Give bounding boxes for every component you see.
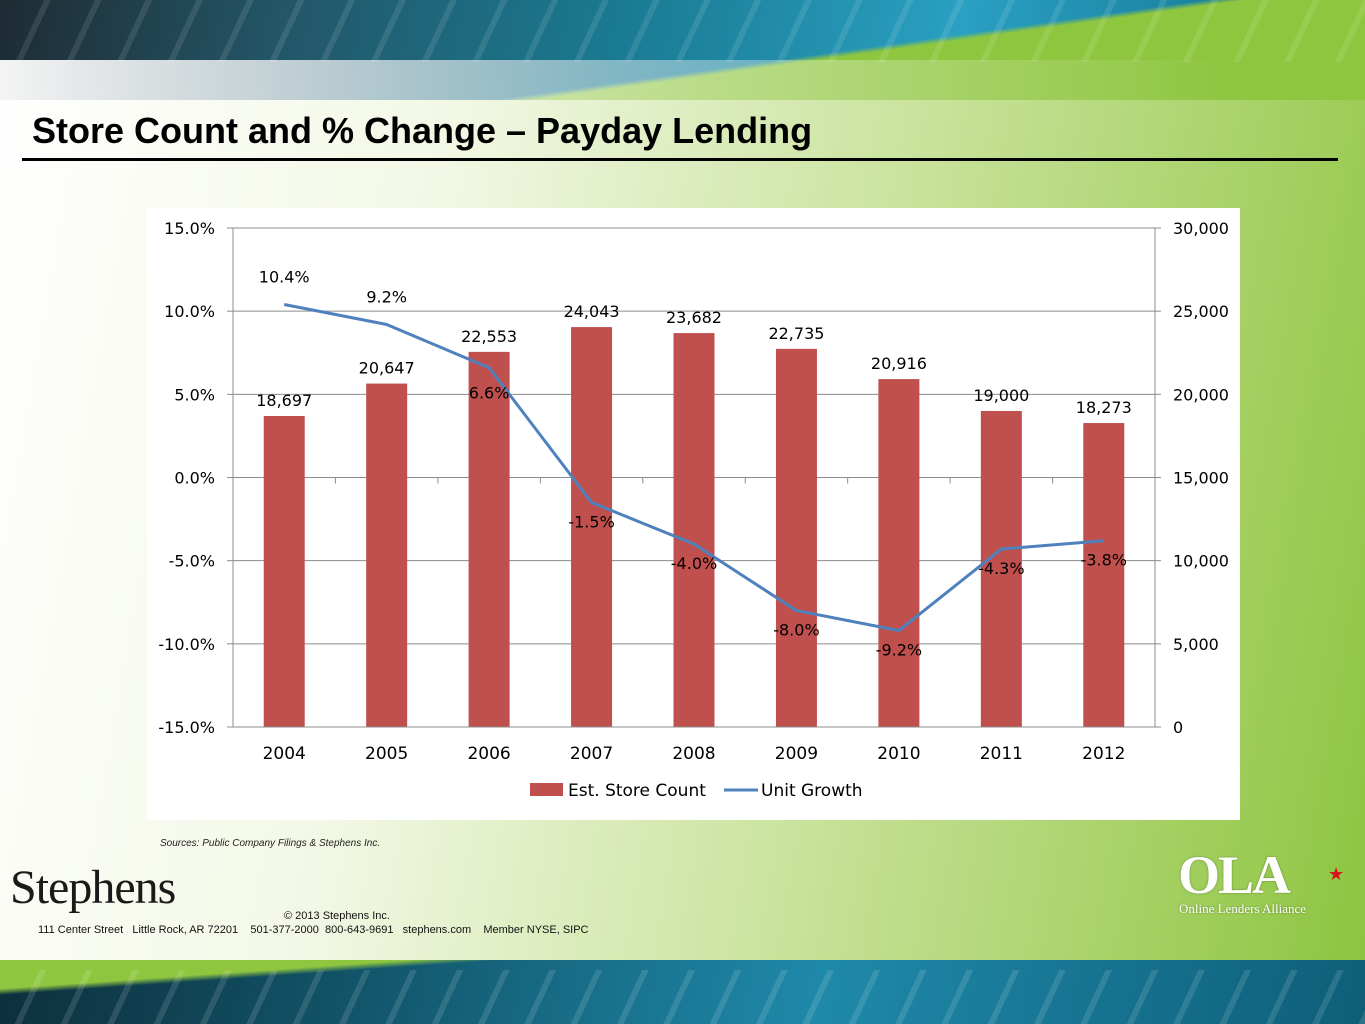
category-label: 2010	[877, 744, 920, 764]
left-axis-tick-label: 15.0%	[164, 219, 215, 238]
line-data-label: -3.8%	[1081, 551, 1127, 570]
line-data-label: -8.0%	[773, 621, 819, 640]
bar-data-label: 19,000	[973, 386, 1029, 405]
left-axis-tick-label: -5.0%	[169, 552, 215, 571]
bar	[878, 379, 920, 727]
bar	[673, 333, 715, 727]
line-data-label: -4.0%	[671, 554, 717, 573]
bar-data-label: 18,273	[1076, 398, 1132, 417]
bar-data-label: 18,697	[256, 391, 312, 410]
header-banner	[0, 0, 1365, 100]
right-axis-tick-label: 0	[1173, 718, 1183, 737]
bar	[366, 383, 408, 727]
page-title: Store Count and % Change – Payday Lendin…	[32, 110, 813, 151]
chart-panel: 15.0% 30,000 10.0% 25,000 5.0% 20,000 0.0% 15,0…	[147, 208, 1240, 820]
ola-logo-mark: OLA	[1178, 845, 1291, 905]
category-label: 2008	[672, 744, 715, 764]
left-axis-tick-label: 10.0%	[164, 302, 215, 321]
category-label: 2009	[775, 744, 818, 764]
left-axis-tick-label: -15.0%	[158, 718, 215, 737]
sources-note: Sources: Public Company Filings & Stephe…	[160, 838, 381, 849]
chart-legend: Est. Store Count Unit Growth	[530, 781, 863, 801]
unit-growth-line	[283, 303, 1104, 633]
bar-data-label: 22,735	[768, 324, 824, 343]
star-icon: ★	[1328, 864, 1345, 884]
bar-data-label: 24,043	[564, 302, 620, 321]
ola-logo-tagline: Online Lenders Alliance	[1179, 901, 1307, 916]
right-axis-tick-label: 10,000	[1173, 552, 1229, 571]
footer-banner	[0, 960, 1365, 1024]
bar	[468, 351, 510, 727]
line-data-label: -4.3%	[978, 559, 1024, 578]
bar-data-label: 20,916	[871, 354, 927, 373]
data-labels: 18,697 20,647 22,553 24,043 23,682 22,735 20,9…	[256, 268, 1132, 660]
line-data-label: -1.5%	[568, 512, 614, 531]
banner-stripes	[0, 0, 1365, 62]
right-axis-tick-label: 5,000	[1173, 635, 1219, 654]
footer-stripes	[0, 970, 1365, 1024]
bar	[1083, 423, 1125, 727]
category-label: 2006	[467, 744, 510, 764]
right-axis-tick-label: 30,000	[1173, 219, 1229, 238]
legend-label-store-count: Est. Store Count	[568, 781, 706, 801]
category-label: 2012	[1082, 744, 1125, 764]
title-divider	[22, 158, 1338, 161]
line-data-label: -9.2%	[876, 641, 922, 660]
category-label: 2005	[365, 744, 408, 764]
chart-axes: 15.0% 30,000 10.0% 25,000 5.0% 20,000 0.0% 15,0…	[158, 219, 1229, 764]
category-label: 2007	[570, 744, 613, 764]
store-count-chart: 15.0% 30,000 10.0% 25,000 5.0% 20,000 0.0% 15,0…	[158, 219, 1229, 801]
right-axis-tick-label: 25,000	[1173, 302, 1229, 321]
left-axis-tick-label: -10.0%	[158, 635, 215, 654]
bar	[775, 348, 817, 727]
line-data-label: 6.6%	[469, 384, 510, 403]
legend-label-unit-growth: Unit Growth	[761, 781, 863, 801]
line-data-label: 9.2%	[366, 287, 407, 306]
bar-data-label: 22,553	[461, 327, 517, 346]
right-axis-tick-label: 20,000	[1173, 385, 1229, 404]
category-label: 2011	[980, 744, 1023, 764]
line-series-unit-growth	[283, 303, 1104, 633]
bar	[571, 327, 613, 727]
banner-highlight	[0, 60, 1365, 100]
left-axis-tick-label: 0.0%	[174, 469, 215, 488]
bar	[980, 410, 1022, 727]
bar	[263, 416, 305, 727]
bar-data-label: 23,682	[666, 308, 722, 327]
legend-swatch-store-count	[530, 783, 563, 796]
company-address: 111 Center Street Little Rock, AR 72201 …	[38, 924, 589, 936]
left-axis-tick-label: 5.0%	[174, 385, 215, 404]
line-data-label: 10.4%	[259, 268, 310, 287]
stephens-logo: Stephens	[10, 861, 176, 914]
copyright-text: © 2013 Stephens Inc.	[284, 910, 390, 922]
bar-data-label: 20,647	[359, 359, 415, 378]
ola-logo: OLA ★ Online Lenders Alliance	[1176, 844, 1348, 920]
category-label: 2004	[263, 744, 306, 764]
bar-series-store-count	[263, 327, 1125, 727]
right-axis-tick-label: 15,000	[1173, 469, 1229, 488]
